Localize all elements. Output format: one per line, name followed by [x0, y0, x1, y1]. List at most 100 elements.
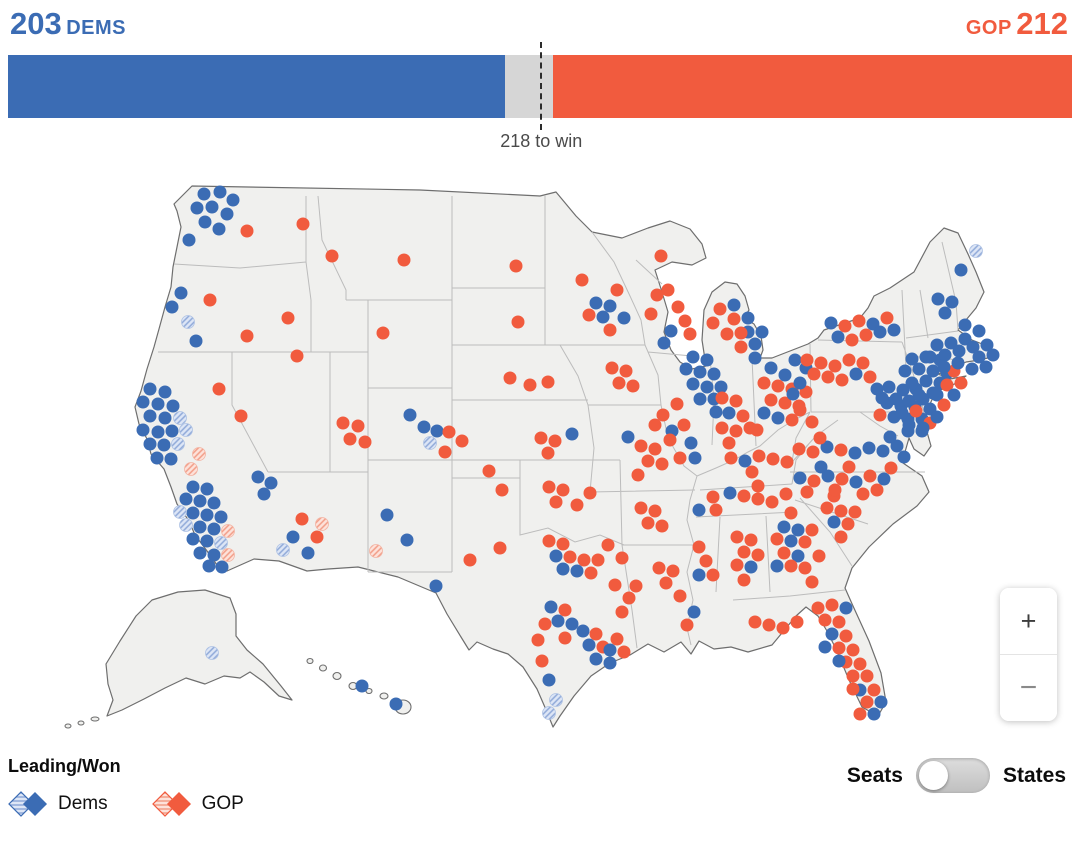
- district-dot[interactable]: [834, 530, 848, 544]
- district-dot[interactable]: [202, 559, 216, 573]
- district-dot[interactable]: [745, 465, 759, 479]
- district-dot[interactable]: [693, 392, 707, 406]
- district-dot[interactable]: [143, 409, 157, 423]
- district-dot[interactable]: [853, 707, 867, 721]
- district-dot[interactable]: [945, 295, 959, 309]
- district-dot[interactable]: [200, 482, 214, 496]
- district-dot[interactable]: [764, 361, 778, 375]
- district-dot[interactable]: [873, 325, 887, 339]
- district-dot[interactable]: [951, 356, 965, 370]
- district-dot[interactable]: [240, 224, 254, 238]
- district-dot[interactable]: [542, 480, 556, 494]
- district-dot[interactable]: [213, 185, 227, 199]
- district-dot[interactable]: [193, 546, 207, 560]
- district-dot[interactable]: [846, 682, 860, 696]
- district-dot[interactable]: [980, 338, 994, 352]
- district-dot[interactable]: [612, 376, 626, 390]
- district-dot[interactable]: [631, 468, 645, 482]
- district-dot[interactable]: [563, 550, 577, 564]
- district-dot[interactable]: [493, 541, 507, 555]
- district-dot[interactable]: [549, 495, 563, 509]
- district-dot[interactable]: [652, 561, 666, 575]
- district-dot[interactable]: [770, 532, 784, 546]
- district-dot[interactable]: [876, 444, 890, 458]
- district-dot[interactable]: [738, 454, 752, 468]
- district-dot[interactable]: [221, 524, 235, 538]
- district-dot[interactable]: [648, 442, 662, 456]
- district-dot[interactable]: [902, 394, 916, 408]
- district-dot[interactable]: [751, 492, 765, 506]
- district-dot[interactable]: [748, 615, 762, 629]
- zoom-out-button[interactable]: −: [1000, 655, 1057, 721]
- district-dot[interactable]: [887, 323, 901, 337]
- district-dot[interactable]: [220, 207, 234, 221]
- district-dot[interactable]: [883, 430, 897, 444]
- district-dot[interactable]: [688, 451, 702, 465]
- seats-states-switch[interactable]: [915, 758, 990, 793]
- district-dot[interactable]: [793, 376, 807, 390]
- district-dot[interactable]: [400, 533, 414, 547]
- district-dot[interactable]: [895, 406, 909, 420]
- district-dot[interactable]: [839, 629, 853, 643]
- district-dot[interactable]: [541, 446, 555, 460]
- district-dot[interactable]: [549, 549, 563, 563]
- district-dot[interactable]: [806, 445, 820, 459]
- district-dot[interactable]: [551, 614, 565, 628]
- district-dot[interactable]: [853, 657, 867, 671]
- district-dot[interactable]: [764, 393, 778, 407]
- district-dot[interactable]: [136, 423, 150, 437]
- district-dot[interactable]: [784, 559, 798, 573]
- district-dot[interactable]: [770, 559, 784, 573]
- district-dot[interactable]: [610, 632, 624, 646]
- district-dot[interactable]: [848, 505, 862, 519]
- district-dot[interactable]: [659, 576, 673, 590]
- district-dot[interactable]: [603, 656, 617, 670]
- district-dot[interactable]: [182, 233, 196, 247]
- district-dot[interactable]: [634, 501, 648, 515]
- district-dot[interactable]: [832, 641, 846, 655]
- district-dot[interactable]: [198, 215, 212, 229]
- district-dot[interactable]: [926, 386, 940, 400]
- district-dot[interactable]: [509, 259, 523, 273]
- district-dot[interactable]: [583, 486, 597, 500]
- district-dot[interactable]: [896, 383, 910, 397]
- district-dot[interactable]: [737, 573, 751, 587]
- district-dot[interactable]: [791, 523, 805, 537]
- district-dot[interactable]: [165, 300, 179, 314]
- district-dot[interactable]: [905, 376, 919, 390]
- district-dot[interactable]: [296, 217, 310, 231]
- district-dot[interactable]: [438, 445, 452, 459]
- district-dot[interactable]: [771, 379, 785, 393]
- district-dot[interactable]: [937, 360, 951, 374]
- district-dot[interactable]: [605, 361, 619, 375]
- district-dot[interactable]: [200, 508, 214, 522]
- district-dot[interactable]: [617, 311, 631, 325]
- district-dot[interactable]: [343, 432, 357, 446]
- district-dot[interactable]: [351, 419, 365, 433]
- district-dot[interactable]: [463, 553, 477, 567]
- district-dot[interactable]: [825, 598, 839, 612]
- district-dot[interactable]: [778, 396, 792, 410]
- district-dot[interactable]: [143, 382, 157, 396]
- district-dot[interactable]: [707, 367, 721, 381]
- district-dot[interactable]: [755, 325, 769, 339]
- district-dot[interactable]: [923, 350, 937, 364]
- district-dot[interactable]: [621, 430, 635, 444]
- district-dot[interactable]: [544, 600, 558, 614]
- district-dot[interactable]: [565, 617, 579, 631]
- district-dot[interactable]: [591, 553, 605, 567]
- district-dot[interactable]: [673, 451, 687, 465]
- district-dot[interactable]: [482, 464, 496, 478]
- district-dot[interactable]: [727, 298, 741, 312]
- district-dot[interactable]: [193, 494, 207, 508]
- district-dot[interactable]: [565, 427, 579, 441]
- district-dot[interactable]: [940, 378, 954, 392]
- district-dot[interactable]: [164, 452, 178, 466]
- district-dot[interactable]: [734, 326, 748, 340]
- district-dot[interactable]: [890, 439, 904, 453]
- district-dot[interactable]: [655, 457, 669, 471]
- district-dot[interactable]: [664, 324, 678, 338]
- district-dot[interactable]: [171, 437, 185, 451]
- district-dot[interactable]: [429, 579, 443, 593]
- district-dot[interactable]: [723, 486, 737, 500]
